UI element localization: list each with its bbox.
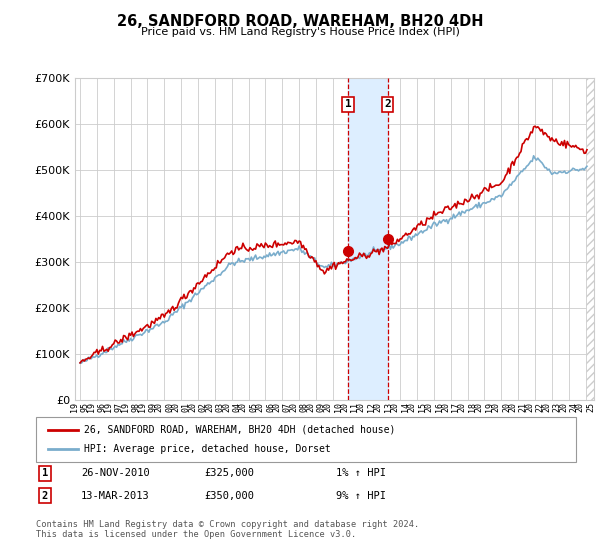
Text: Price paid vs. HM Land Registry's House Price Index (HPI): Price paid vs. HM Land Registry's House … [140, 27, 460, 37]
Text: 26-NOV-2010: 26-NOV-2010 [81, 468, 150, 478]
Text: 2: 2 [384, 99, 391, 109]
Text: HPI: Average price, detached house, Dorset: HPI: Average price, detached house, Dors… [84, 445, 331, 455]
Text: 26, SANDFORD ROAD, WAREHAM, BH20 4DH (detached house): 26, SANDFORD ROAD, WAREHAM, BH20 4DH (de… [84, 424, 395, 435]
Text: 9% ↑ HPI: 9% ↑ HPI [336, 491, 386, 501]
Text: £350,000: £350,000 [204, 491, 254, 501]
Polygon shape [586, 78, 594, 400]
Text: 2: 2 [42, 491, 48, 501]
Text: 1: 1 [344, 99, 352, 109]
Text: 26, SANDFORD ROAD, WAREHAM, BH20 4DH: 26, SANDFORD ROAD, WAREHAM, BH20 4DH [117, 14, 483, 29]
Text: 13-MAR-2013: 13-MAR-2013 [81, 491, 150, 501]
Text: £325,000: £325,000 [204, 468, 254, 478]
Bar [348, 78, 388, 400]
Text: 1% ↑ HPI: 1% ↑ HPI [336, 468, 386, 478]
Text: 1: 1 [42, 468, 48, 478]
Text: Contains HM Land Registry data © Crown copyright and database right 2024.
This d: Contains HM Land Registry data © Crown c… [36, 520, 419, 539]
